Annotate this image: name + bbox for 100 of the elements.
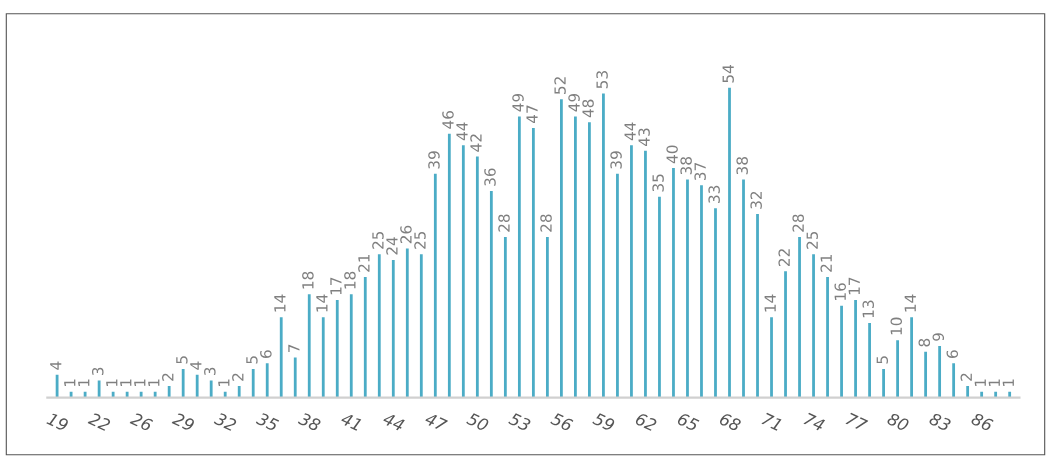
data-label: 1 [106,379,118,387]
x-tick-label: 35 [255,411,280,432]
bar [251,368,255,398]
bar [742,179,745,398]
x-tick-label: 74 [803,412,826,432]
bar [321,317,325,398]
bar [69,391,73,398]
data-label: 37 [694,163,706,180]
bar [237,386,241,398]
bar [868,323,871,398]
bar [1008,391,1012,398]
data-label: 14 [274,294,286,312]
data-label: 28 [792,214,804,232]
bar [644,150,647,398]
data-label: 44 [624,122,636,141]
bar [195,374,199,398]
bar [602,93,605,398]
bar [265,363,269,398]
data-label: 39 [428,151,440,169]
data-label: 33 [708,185,720,203]
data-label: 35 [652,174,664,192]
data-label: 25 [372,231,384,249]
data-label: 5 [246,356,258,364]
data-label: 1 [988,379,1000,387]
data-label: 49 [512,93,524,112]
bar [307,294,311,398]
data-label: 2 [232,373,244,381]
bar [153,391,157,398]
data-label: 1 [1002,379,1014,387]
data-label: 52 [554,77,566,94]
data-label: 38 [736,157,748,175]
data-label: 8 [918,338,931,347]
data-label: 46 [442,111,454,129]
x-tick-label: 86 [970,411,994,432]
bar [686,179,689,398]
data-label: 6 [260,350,272,358]
bar [658,196,661,398]
x-tick-label: 38 [297,411,322,432]
bar [111,391,115,398]
bar [335,300,339,398]
bar [433,173,437,398]
data-label: 38 [680,157,692,175]
bar [83,391,87,398]
data-label: 1 [134,379,146,387]
bar [854,300,857,398]
bar [994,391,998,398]
bar [447,133,451,398]
x-tick-label: 56 [550,411,574,432]
bar [139,391,143,398]
bar [910,317,914,398]
bar [574,116,577,398]
bar [826,277,829,398]
data-label: 14 [316,294,328,312]
x-tick-label: 83 [928,411,952,432]
data-label: 39 [610,151,622,169]
bar [700,185,703,398]
bar [489,191,493,398]
bar [405,248,409,398]
bar [616,173,619,398]
bar [672,168,675,398]
data-label: 28 [498,214,510,232]
bar [938,345,942,398]
data-label: 17 [848,277,860,295]
data-label: 32 [750,191,762,209]
data-label: 3 [204,367,216,376]
bar [966,386,970,398]
data-label: 9 [932,333,945,341]
data-label: 54 [722,65,734,83]
bar [882,368,885,398]
bar [896,340,899,398]
data-label: 36 [484,168,496,186]
data-label: 1 [64,379,76,387]
x-tick-label: 71 [761,412,783,431]
x-tick-label: 80 [886,411,910,432]
bar [924,351,928,398]
bar [363,277,367,398]
x-tick-label: 29 [171,411,196,432]
data-label: 14 [764,294,776,312]
data-label: 49 [568,93,580,112]
bar [560,99,563,398]
data-label: 13 [862,300,875,318]
bar [279,317,283,398]
data-label: 4 [190,361,202,370]
data-label: 25 [806,231,818,249]
data-label: 40 [666,145,678,164]
x-tick-label: 62 [634,412,658,432]
data-label: 47 [526,105,538,124]
bar [812,254,815,398]
data-label: 43 [638,128,650,146]
data-label: 22 [778,249,790,267]
bar [391,259,395,398]
bar [517,116,521,398]
bar [55,374,59,398]
bar [714,208,717,398]
bar [461,145,465,398]
data-label: 4 [50,361,62,370]
bar [728,87,731,398]
data-label: 44 [456,122,468,141]
data-label: 3 [92,367,104,376]
data-label: 18 [302,271,314,289]
